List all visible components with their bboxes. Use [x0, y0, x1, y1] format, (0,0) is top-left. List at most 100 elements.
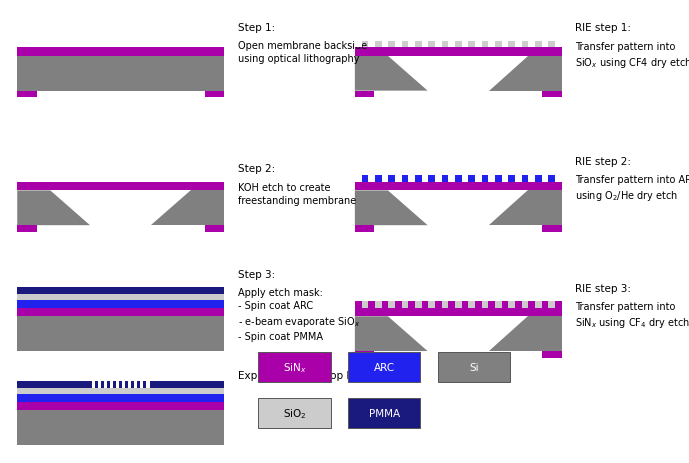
Bar [355, 302, 362, 308]
Text: RIE step 2:: RIE step 2: [575, 156, 631, 167]
Bar [448, 175, 455, 182]
Bar [475, 302, 482, 308]
Bar [382, 302, 388, 308]
Text: ARC: ARC [373, 362, 395, 372]
Bar [382, 175, 388, 182]
Bar [502, 42, 508, 48]
Polygon shape [489, 317, 562, 351]
FancyBboxPatch shape [258, 352, 331, 382]
Bar [17, 394, 224, 402]
Bar [110, 382, 113, 388]
Polygon shape [489, 191, 562, 226]
Bar [555, 42, 562, 48]
Bar [17, 410, 224, 445]
Bar [17, 226, 37, 232]
FancyBboxPatch shape [258, 398, 331, 428]
Bar [462, 42, 469, 48]
Bar [17, 57, 224, 91]
Bar [555, 175, 562, 182]
Bar [17, 388, 224, 394]
Text: RIE step 3:: RIE step 3: [575, 283, 631, 293]
Bar [542, 302, 548, 308]
Bar [542, 175, 548, 182]
Bar [489, 302, 495, 308]
Bar [475, 42, 482, 48]
Bar [355, 302, 562, 308]
Bar [355, 226, 374, 232]
Bar [528, 175, 535, 182]
Bar [408, 42, 415, 48]
Bar [17, 402, 224, 410]
Bar [368, 302, 375, 308]
Text: Transfer pattern into ARC
using O$_2$/He dry etch: Transfer pattern into ARC using O$_2$/He… [575, 175, 689, 203]
Text: Apply etch mask:
- Spin coat ARC
- e-beam evaporate SiO$_x$
- Spin coat PMMA: Apply etch mask: - Spin coat ARC - e-bea… [238, 288, 360, 342]
Bar [17, 92, 37, 98]
Bar [122, 382, 125, 388]
Bar [435, 302, 442, 308]
Text: Step 1:: Step 1: [238, 23, 275, 33]
Bar [435, 175, 442, 182]
Bar [355, 42, 362, 48]
Bar [489, 42, 495, 48]
FancyBboxPatch shape [348, 352, 420, 382]
Bar [448, 42, 455, 48]
Bar [395, 302, 402, 308]
Bar [104, 382, 107, 388]
Bar [92, 382, 94, 388]
Bar [555, 302, 562, 308]
Bar [17, 48, 224, 57]
Bar [382, 42, 388, 48]
Bar [515, 42, 522, 48]
Bar [355, 92, 374, 98]
Text: Expose and develop PMMA: Expose and develop PMMA [238, 370, 377, 380]
Bar [128, 382, 131, 388]
Bar [542, 226, 562, 232]
Bar [355, 182, 562, 191]
Text: PMMA: PMMA [369, 408, 400, 418]
Bar [368, 42, 375, 48]
Bar [355, 48, 562, 57]
Bar [502, 175, 508, 182]
Bar [448, 302, 455, 308]
Bar [355, 351, 374, 358]
Text: Step 2:: Step 2: [238, 164, 275, 174]
Bar [355, 175, 562, 182]
Bar [422, 42, 428, 48]
Bar [368, 175, 375, 182]
Polygon shape [355, 191, 428, 226]
Bar [542, 351, 562, 358]
Bar [141, 382, 143, 388]
Text: SiO$_2$: SiO$_2$ [282, 407, 307, 420]
Bar [205, 226, 224, 232]
Bar [422, 302, 428, 308]
Bar [17, 382, 224, 388]
FancyBboxPatch shape [438, 352, 510, 382]
Bar [17, 308, 224, 317]
Bar [134, 382, 137, 388]
Bar [489, 175, 495, 182]
Bar [435, 42, 442, 48]
Bar [475, 175, 482, 182]
Bar [17, 182, 224, 191]
Bar [17, 301, 224, 308]
Polygon shape [17, 191, 90, 226]
Bar [205, 92, 224, 98]
Bar [355, 308, 562, 317]
Bar [502, 302, 508, 308]
Text: Si: Si [469, 362, 478, 372]
Bar [147, 382, 150, 388]
Polygon shape [151, 191, 224, 226]
Bar [355, 175, 362, 182]
Bar [98, 382, 101, 388]
Bar [528, 302, 535, 308]
Text: SiN$_x$: SiN$_x$ [282, 360, 307, 374]
Bar [408, 302, 415, 308]
Text: Open membrane backside
using optical lithography: Open membrane backside using optical lit… [238, 41, 367, 64]
FancyBboxPatch shape [348, 398, 420, 428]
Text: KOH etch to create
freestanding membrane: KOH etch to create freestanding membrane [238, 182, 356, 206]
Bar [422, 175, 428, 182]
Bar [17, 317, 224, 351]
Text: RIE step 1:: RIE step 1: [575, 23, 631, 33]
Bar [515, 302, 522, 308]
Polygon shape [489, 57, 562, 91]
